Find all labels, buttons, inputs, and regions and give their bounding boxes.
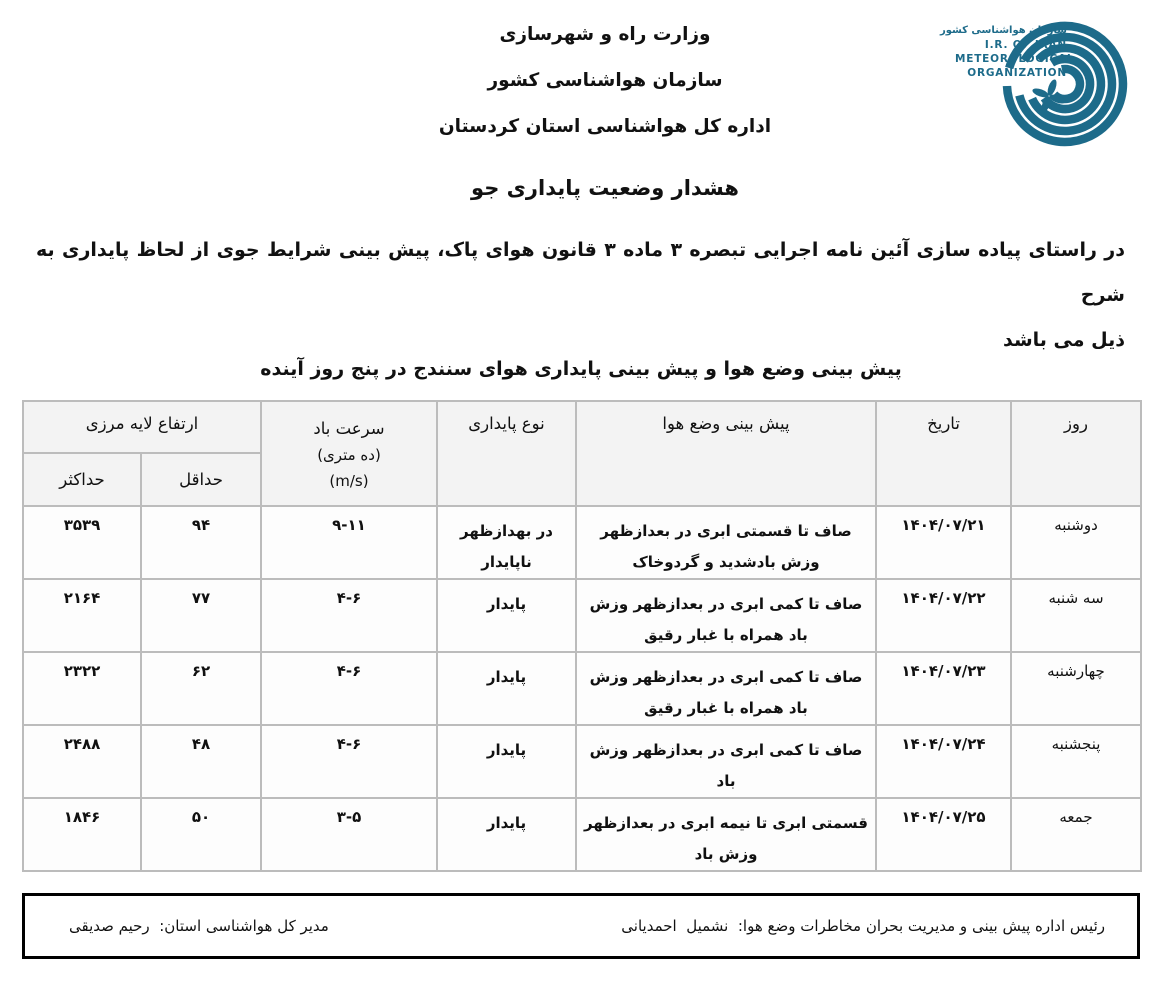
- letterhead-line-province-office: اداره کل هواشناسی استان کردستان: [438, 116, 772, 137]
- cell-min: ۵۰: [140, 797, 262, 872]
- cell-wind: ۳-۵: [260, 797, 438, 872]
- cell-forecast: صاف تا کمی ابری در بعدازظهر وزش باد همرا…: [575, 578, 877, 653]
- cell-day: چهارشنبه: [1010, 651, 1142, 726]
- spiral-cyclone-icon: [1002, 21, 1128, 147]
- cell-date: ۱۴۰۴/۰۷/۲۲: [875, 578, 1012, 653]
- table-row-wednesday: چهارشنبه ۱۴۰۴/۰۷/۲۳ صاف تا کمی ابری در ب…: [22, 651, 1142, 726]
- cell-forecast: صاف تا قسمتی ابری در بعدازظهر وزش بادشدی…: [575, 505, 877, 580]
- cell-day: سه شنبه: [1010, 578, 1142, 653]
- cell-stability: پایدار: [436, 578, 577, 653]
- cell-day: پنجشنبه: [1010, 724, 1142, 799]
- cell-wind: ۹-۱۱: [260, 505, 438, 580]
- cell-max: ۱۸۴۶: [22, 797, 142, 872]
- header-min: حداقل: [140, 452, 262, 507]
- header-forecast: پیش بینی وضع هوا: [575, 400, 877, 507]
- cell-max: ۲۳۲۲: [22, 651, 142, 726]
- cell-day: دوشنبه: [1010, 505, 1142, 580]
- table-row-tuesday: سه شنبه ۱۴۰۴/۰۷/۲۲ صاف تا کمی ابری در بع…: [22, 578, 1142, 653]
- cell-forecast: صاف تا کمی ابری در بعدازظهر وزش باد همرا…: [575, 651, 877, 726]
- page-title: هشدار وضعیت پایداری جو: [471, 176, 739, 200]
- table-row-thursday: پنجشنبه ۱۴۰۴/۰۷/۲۴ صاف تا کمی ابری در بع…: [22, 724, 1142, 799]
- intro-line-1: در راستای پیاده سازی آئین نامه اجرایی تب…: [36, 239, 1125, 306]
- logo-en-line1: I.R. OF IRAN: [984, 39, 1067, 51]
- meteorological-organization-logo: سازمان هواشناسی کشور I.R. OF IRAN METEOR…: [939, 10, 1135, 152]
- header-wind-unit: (m/s): [329, 472, 369, 490]
- cell-forecast: قسمتی ابری تا نیمه ابری در بعدازظهر وزش …: [575, 797, 877, 872]
- logo-fa-text: سازمان هواشناسی کشور: [939, 25, 1067, 36]
- intro-line-2: ذیل می باشد: [1003, 329, 1125, 351]
- cell-wind: ۴-۶: [260, 578, 438, 653]
- forecast-table: روز تاریخ پیش بینی وضع هوا نوع پایداری س…: [22, 400, 1142, 872]
- cell-wind: ۴-۶: [260, 651, 438, 726]
- logo-text: سازمان هواشناسی کشور I.R. OF IRAN METEOR…: [939, 24, 1075, 80]
- cell-date: ۱۴۰۴/۰۷/۲۴: [875, 724, 1012, 799]
- signature-director-general: مدیر کل هواشناسی استان: رحیم صدیقی: [69, 917, 329, 935]
- header-wind-title: سرعت باد: [313, 419, 385, 438]
- cell-wind: ۴-۶: [260, 724, 438, 799]
- cell-day: جمعه: [1010, 797, 1142, 872]
- cell-max: ۳۵۳۹: [22, 505, 142, 580]
- logo-en-line3: ORGANIZATION: [967, 67, 1067, 79]
- cell-stability: پایدار: [436, 724, 577, 799]
- cell-min: ۹۴: [140, 505, 262, 580]
- header-stability: نوع پایداری: [436, 400, 577, 507]
- cell-min: ۷۷: [140, 578, 262, 653]
- header-wind-height: (ده متری): [317, 446, 381, 464]
- letterhead-line-ministry: وزارت راه و شهرسازی: [499, 24, 711, 45]
- cell-stability: در بهدازظهر ناپایدار: [436, 505, 577, 580]
- header-max: حداکثر: [22, 452, 142, 507]
- header-day: روز: [1010, 400, 1142, 507]
- intro-paragraph: در راستای پیاده سازی آئین نامه اجرایی تب…: [36, 228, 1125, 363]
- table-title: پیش بینی وضع هوا و پیش بینی پایداری هوای…: [260, 358, 902, 380]
- cell-max: ۲۴۸۸: [22, 724, 142, 799]
- cell-forecast: صاف تا کمی ابری در بعدازظهر وزش باد: [575, 724, 877, 799]
- letterhead-line-organization: سازمان هواشناسی کشور: [487, 70, 723, 91]
- cell-date: ۱۴۰۴/۰۷/۲۱: [875, 505, 1012, 580]
- logo-en-line2: METEOROLOGICAL: [955, 53, 1075, 65]
- letterhead: وزارت راه و شهرسازی سازمان هواشناسی کشور…: [40, 12, 1161, 150]
- header-date: تاریخ: [875, 400, 1012, 507]
- cell-min: ۶۲: [140, 651, 262, 726]
- signature-box: رئیس اداره پیش بینی و مدیریت بحران مخاطر…: [22, 893, 1140, 959]
- table-row-monday: دوشنبه ۱۴۰۴/۰۷/۲۱ صاف تا قسمتی ابری در ب…: [22, 505, 1142, 580]
- cell-stability: پایدار: [436, 797, 577, 872]
- cell-date: ۱۴۰۴/۰۷/۲۵: [875, 797, 1012, 872]
- signature-forecast-head: رئیس اداره پیش بینی و مدیریت بحران مخاطر…: [621, 917, 1105, 935]
- header-boundary-layer: ارتفاع لایه مرزی: [22, 400, 262, 454]
- header-wind-speed: سرعت باد (ده متری) (m/s): [260, 400, 438, 507]
- cell-date: ۱۴۰۴/۰۷/۲۳: [875, 651, 1012, 726]
- cell-min: ۴۸: [140, 724, 262, 799]
- table-row-friday: جمعه ۱۴۰۴/۰۷/۲۵ قسمتی ابری تا نیمه ابری …: [22, 797, 1142, 872]
- cell-max: ۲۱۶۴: [22, 578, 142, 653]
- cell-stability: پایدار: [436, 651, 577, 726]
